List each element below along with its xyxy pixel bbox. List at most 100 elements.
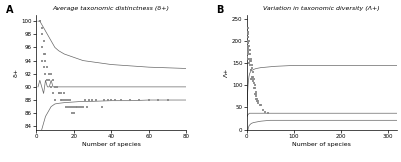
Point — [244, 49, 250, 51]
Point — [255, 102, 261, 104]
Point — [63, 99, 69, 101]
Point — [249, 75, 255, 78]
Point — [245, 35, 251, 38]
Point — [251, 77, 257, 80]
Point — [46, 79, 53, 82]
Point — [36, 20, 43, 23]
Point — [246, 44, 253, 47]
Point — [248, 60, 255, 62]
Point — [249, 80, 256, 82]
Point — [82, 99, 88, 101]
Point — [244, 35, 251, 38]
Point — [67, 99, 73, 101]
Point — [71, 105, 77, 108]
X-axis label: Number of species: Number of species — [292, 142, 351, 147]
Point — [42, 53, 49, 55]
Point — [164, 99, 171, 101]
Title: Average taxonomic distinctness (δ+): Average taxonomic distinctness (δ+) — [53, 6, 170, 11]
Point — [257, 104, 263, 107]
Text: B: B — [217, 5, 224, 15]
Point — [44, 79, 51, 82]
Point — [248, 69, 255, 71]
Point — [99, 105, 105, 108]
Point — [41, 40, 47, 42]
Point — [245, 33, 252, 36]
Point — [36, 20, 43, 23]
Point — [72, 105, 79, 108]
Point — [71, 112, 77, 115]
Point — [55, 92, 62, 95]
Point — [251, 86, 257, 89]
Point — [246, 40, 252, 42]
Point — [108, 99, 114, 101]
Point — [69, 112, 75, 115]
Point — [69, 105, 75, 108]
Point — [93, 99, 99, 101]
Point — [248, 77, 255, 80]
Point — [251, 84, 258, 87]
Point — [255, 99, 261, 102]
Point — [41, 66, 47, 69]
Point — [245, 31, 251, 34]
Point — [250, 75, 256, 78]
Point — [59, 99, 66, 101]
Point — [54, 86, 60, 88]
Point — [42, 72, 49, 75]
Point — [265, 111, 271, 114]
Point — [249, 66, 255, 69]
Y-axis label: Λ+: Λ+ — [224, 67, 229, 77]
Point — [155, 99, 162, 101]
Title: Variation in taxonomic diversity (Λ+): Variation in taxonomic diversity (Λ+) — [263, 6, 380, 11]
Point — [246, 58, 252, 60]
Point — [245, 46, 251, 49]
Point — [52, 99, 58, 101]
Point — [55, 92, 62, 95]
Point — [246, 49, 252, 51]
Point — [38, 46, 45, 49]
Point — [246, 53, 253, 56]
Point — [245, 51, 252, 53]
Point — [38, 59, 45, 62]
Point — [245, 58, 252, 60]
Point — [78, 105, 84, 108]
Point — [104, 99, 111, 101]
Point — [36, 20, 43, 23]
Point — [252, 86, 258, 89]
Point — [36, 20, 43, 23]
Point — [38, 33, 45, 36]
Point — [50, 79, 56, 82]
Point — [247, 49, 253, 51]
Point — [38, 26, 45, 29]
Point — [65, 105, 71, 108]
Point — [244, 31, 251, 34]
Point — [57, 92, 64, 95]
Point — [244, 55, 250, 58]
Point — [117, 99, 124, 101]
Point — [41, 53, 47, 55]
Point — [245, 51, 251, 53]
Point — [36, 20, 43, 23]
Point — [65, 99, 71, 101]
Point — [252, 93, 258, 96]
Point — [36, 20, 43, 23]
Point — [46, 72, 53, 75]
Point — [244, 27, 251, 29]
Point — [52, 86, 58, 88]
Point — [36, 20, 43, 23]
Point — [112, 99, 118, 101]
Y-axis label: δ+: δ+ — [14, 68, 18, 77]
Point — [84, 105, 90, 108]
Point — [244, 53, 250, 56]
Text: A: A — [6, 5, 14, 15]
Point — [249, 71, 256, 73]
Point — [61, 99, 67, 101]
Point — [262, 111, 269, 113]
Point — [244, 51, 250, 53]
Point — [48, 86, 55, 88]
Point — [80, 105, 86, 108]
Point — [127, 99, 133, 101]
Point — [254, 97, 260, 100]
Point — [251, 82, 257, 84]
Point — [254, 99, 261, 102]
Point — [57, 99, 64, 101]
